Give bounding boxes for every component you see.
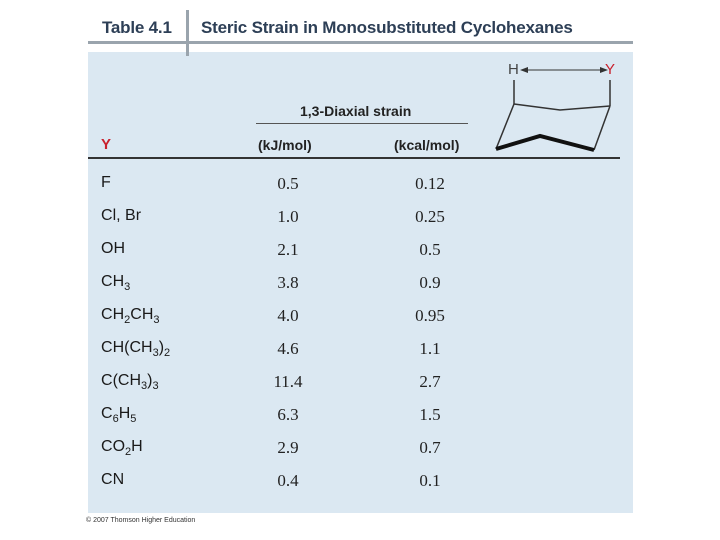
cell-kcal: 0.95 xyxy=(415,306,445,325)
cell-substituent: CH(CH3)2 xyxy=(101,339,171,359)
cell-kj: 2.1 xyxy=(277,240,299,259)
cell-kcal: 0.12 xyxy=(415,174,445,193)
cell-substituent: CH3 xyxy=(101,273,131,293)
cell-kcal: 0.1 xyxy=(419,471,441,490)
chair-cyclohexane-icon xyxy=(495,67,611,152)
title-rule xyxy=(88,41,633,44)
cell-kcal: 1.5 xyxy=(419,405,441,424)
cell-substituent: C(CH3)3 xyxy=(101,372,159,392)
cell-kcal: 2.7 xyxy=(419,372,441,391)
table-row: CH(CH3)2 4.6 1.1 xyxy=(0,339,720,363)
cell-kcal: 0.5 xyxy=(419,240,441,259)
cell-kj: 6.3 xyxy=(277,405,299,424)
table-row: CH2CH3 4.0 0.95 xyxy=(0,306,720,330)
table-row: C6H5 6.3 1.5 xyxy=(0,405,720,429)
group-header: 1,3-Diaxial strain xyxy=(300,103,412,119)
cell-kj: 0.5 xyxy=(277,174,299,193)
cell-substituent: F xyxy=(101,174,111,191)
diagram-label-h: H xyxy=(508,61,519,78)
cell-kj: 2.9 xyxy=(277,438,299,457)
cell-kcal: 1.1 xyxy=(419,339,441,358)
cell-substituent: CO2H xyxy=(101,438,143,458)
cell-kj: 1.0 xyxy=(277,207,299,226)
group-header-rule xyxy=(256,123,468,124)
copyright-text: © 2007 Thomson Higher Education xyxy=(86,517,196,524)
table-row: C(CH3)3 11.4 2.7 xyxy=(0,372,720,396)
table-row: CO2H 2.9 0.7 xyxy=(0,438,720,462)
table-caption: Steric Strain in Monosubstituted Cyclohe… xyxy=(201,18,573,37)
column-header-kcal: (kcal/mol) xyxy=(394,137,460,153)
table-panel xyxy=(88,42,633,513)
cell-kcal: 0.9 xyxy=(419,273,441,292)
table-row: CN 0.4 0.1 xyxy=(0,471,720,495)
table-row: F 0.5 0.12 xyxy=(0,174,720,198)
column-header-substituent: Y xyxy=(101,136,112,153)
title-divider xyxy=(186,10,189,56)
cell-substituent: C6H5 xyxy=(101,405,137,425)
column-header-kj: (kJ/mol) xyxy=(258,137,312,153)
cell-kcal: 0.7 xyxy=(419,438,441,457)
cell-kj: 0.4 xyxy=(277,471,299,490)
diagram-label-y: Y xyxy=(605,61,616,78)
cell-substituent: OH xyxy=(101,240,126,257)
cell-kj: 11.4 xyxy=(273,372,303,391)
cell-kj: 4.6 xyxy=(277,339,299,358)
table-number: Table 4.1 xyxy=(102,18,172,37)
header-rule xyxy=(88,157,620,159)
cell-kj: 4.0 xyxy=(277,306,299,325)
cell-kcal: 0.25 xyxy=(415,207,445,226)
cell-substituent: CN xyxy=(101,471,125,488)
table-row: Cl, Br 1.0 0.25 xyxy=(0,207,720,231)
cell-substituent: Cl, Br xyxy=(101,207,142,224)
table-title-bar: Table 4.1 Steric Strain in Monosubstitut… xyxy=(88,10,633,56)
table-row: CH3 3.8 0.9 xyxy=(0,273,720,297)
table-row: OH 2.1 0.5 xyxy=(0,240,720,264)
cyclohexane-diagram: H Y xyxy=(490,56,625,156)
cell-kj: 3.8 xyxy=(277,273,299,292)
cell-substituent: CH2CH3 xyxy=(101,306,160,326)
